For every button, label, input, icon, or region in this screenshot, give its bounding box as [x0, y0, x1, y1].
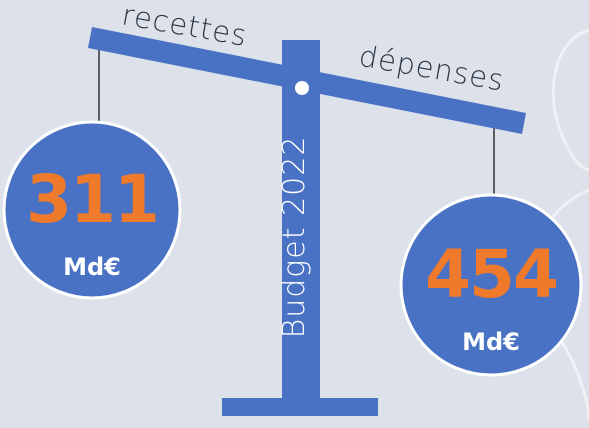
right-amount: 454 — [425, 236, 557, 313]
right-unit: Md€ — [462, 328, 520, 356]
pillar-label: Budget 2022 — [277, 136, 312, 339]
left-amount: 311 — [26, 161, 158, 238]
pivot — [295, 81, 309, 95]
pillar-base — [222, 398, 378, 416]
scale-infographic: recettes dépenses Budget 2022 311 Md€ 45… — [0, 0, 589, 428]
left-unit: Md€ — [63, 253, 121, 281]
